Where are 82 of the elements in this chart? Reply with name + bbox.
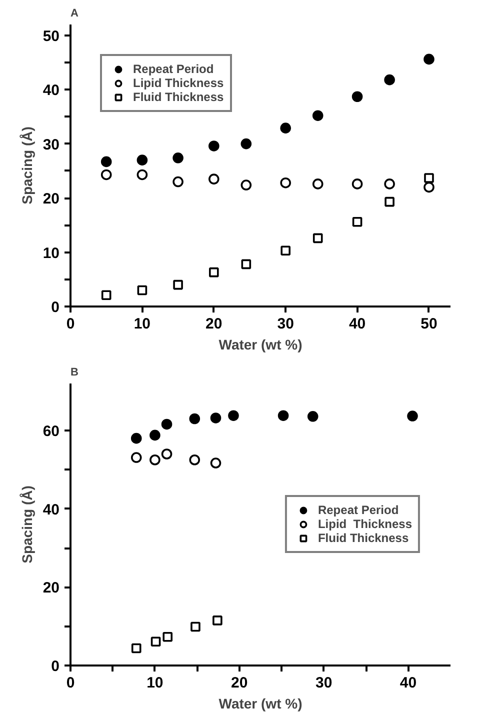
- point: [136, 154, 148, 166]
- point: [384, 74, 395, 86]
- point: [424, 54, 434, 65]
- point: [101, 290, 112, 300]
- point: [241, 259, 252, 270]
- point: [208, 174, 220, 184]
- point: [384, 178, 395, 190]
- point: [130, 432, 142, 444]
- legend-label: Lipid Thickness: [133, 76, 224, 90]
- y-axis-title: Spacing (Å): [18, 486, 35, 564]
- point: [307, 411, 318, 422]
- x-axis-title: Water (wt %): [218, 696, 302, 712]
- x-tick-label: 0: [66, 674, 75, 692]
- y-tick-label: 50: [42, 28, 60, 45]
- x-tick-label: 40: [400, 674, 417, 692]
- y-tick-label: 30: [42, 136, 60, 154]
- point: [150, 430, 160, 441]
- point: [352, 91, 363, 102]
- chart-title: A: [70, 8, 78, 20]
- x-tick-label: 10: [146, 674, 164, 692]
- point: [172, 152, 184, 164]
- y-tick-label: 20: [42, 580, 60, 597]
- point: [131, 643, 142, 654]
- point: [172, 176, 184, 188]
- x-tick-label: 10: [134, 316, 151, 332]
- legend-label: Fluid Thickness: [133, 90, 224, 104]
- point: [100, 169, 112, 180]
- point: [212, 616, 222, 626]
- point: [312, 110, 324, 121]
- point: [280, 246, 290, 256]
- point: [424, 173, 434, 183]
- point: [352, 178, 363, 190]
- point: [312, 233, 323, 244]
- y-tick-label: 0: [51, 299, 60, 316]
- x-tick-label: 30: [315, 674, 332, 692]
- point: [136, 169, 148, 180]
- point: [189, 413, 200, 424]
- y-tick-label: 0: [51, 658, 60, 675]
- point: [208, 140, 220, 152]
- point: [173, 280, 183, 290]
- point: [407, 410, 418, 422]
- point: [384, 196, 394, 207]
- point: [189, 454, 200, 466]
- point: [312, 178, 324, 190]
- point: [161, 448, 172, 460]
- x-tick-label: 40: [348, 316, 366, 332]
- point: [240, 138, 252, 150]
- point: [424, 182, 434, 193]
- x-tick-label: 30: [277, 316, 294, 332]
- legend-label: Repeat Period: [318, 503, 399, 517]
- chart-title: B: [70, 366, 78, 378]
- x-tick-label: 50: [420, 316, 438, 332]
- point: [161, 418, 172, 430]
- point: [137, 285, 148, 296]
- point: [210, 458, 222, 468]
- point: [280, 177, 291, 188]
- y-tick-label: 60: [42, 423, 60, 440]
- point: [278, 410, 289, 422]
- point: [240, 180, 252, 190]
- x-tick-label: 20: [206, 316, 222, 332]
- x-tick-label: 0: [66, 316, 75, 332]
- point: [130, 452, 142, 463]
- point: [100, 156, 112, 168]
- x-tick-label: 20: [231, 674, 248, 692]
- x-axis-title: Water (wt %): [218, 336, 302, 352]
- y-tick-label: 20: [42, 190, 60, 208]
- y-axis-title: Spacing (Å): [18, 126, 35, 204]
- legend-label: Lipid Thickness: [318, 517, 412, 531]
- point: [280, 122, 291, 134]
- point: [208, 267, 219, 278]
- y-tick-label: 40: [42, 501, 60, 518]
- point: [228, 410, 239, 422]
- legend-label: Repeat Period: [133, 62, 214, 76]
- point: [210, 412, 222, 424]
- point: [352, 217, 362, 227]
- point: [150, 636, 161, 647]
- point: [162, 632, 173, 642]
- point: [190, 622, 200, 632]
- y-tick-label: 10: [42, 244, 60, 262]
- point: [150, 454, 160, 466]
- legend-label: Fluid Thickness: [318, 531, 409, 545]
- y-tick-label: 40: [42, 82, 60, 100]
